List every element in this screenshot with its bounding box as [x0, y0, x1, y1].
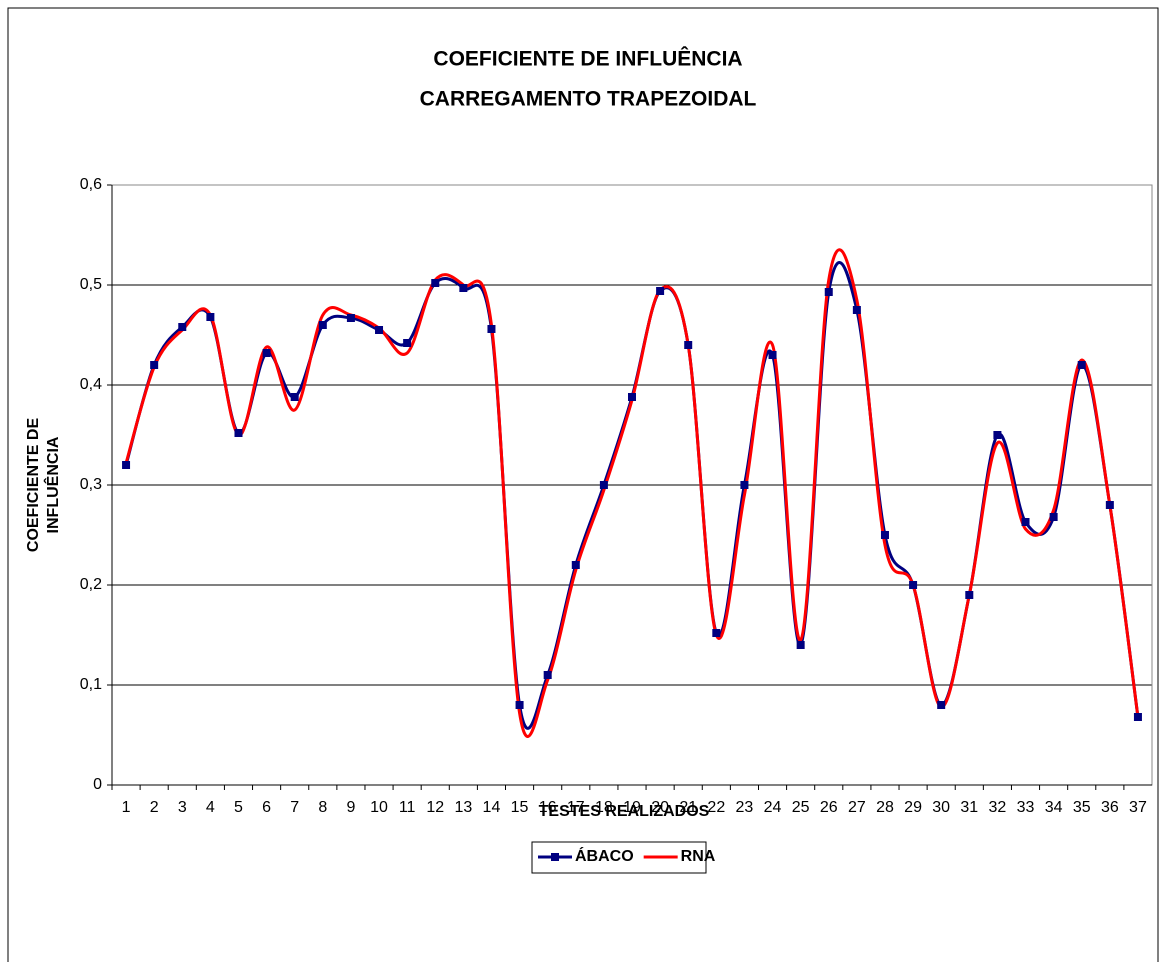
- x-tick-label: 18: [595, 799, 613, 816]
- marker: [318, 321, 327, 329]
- x-tick-label: 17: [567, 799, 585, 816]
- marker: [459, 284, 468, 292]
- marker: [403, 339, 412, 347]
- marker: [571, 561, 580, 569]
- legend-label: RNA: [681, 848, 716, 865]
- marker: [431, 279, 440, 287]
- y-axis-label-line: INFLUÊNCIA: [43, 436, 62, 533]
- x-tick-label: 26: [820, 799, 838, 816]
- y-axis-label: COEFICIENTE DE INFLUÊNCIA: [25, 418, 62, 553]
- marker: [909, 581, 918, 589]
- x-tick-label: 16: [539, 799, 557, 816]
- x-tick-label: 15: [511, 799, 529, 816]
- x-tick-label: 29: [904, 799, 922, 816]
- marker: [993, 431, 1002, 439]
- x-axis-label: TESTES REALIZADOS: [539, 803, 710, 820]
- y-tick-label: 0,6: [80, 176, 102, 193]
- y-tick-label: 0: [93, 776, 102, 793]
- x-tick-label: 8: [318, 799, 327, 816]
- x-tick-label: 2: [150, 799, 159, 816]
- x-tick-label: 10: [370, 799, 388, 816]
- x-tick-label: 20: [651, 799, 669, 816]
- marker: [206, 313, 215, 321]
- x-tick-label: 34: [1045, 799, 1063, 816]
- x-tick-label: 36: [1101, 799, 1119, 816]
- marker: [122, 461, 131, 469]
- y-tick-label: 0,5: [80, 276, 102, 293]
- marker: [1133, 713, 1142, 721]
- y-tick-label: 0,1: [80, 676, 102, 693]
- marker: [178, 323, 187, 331]
- x-tick-label: 21: [679, 799, 697, 816]
- marker: [543, 671, 552, 679]
- marker: [740, 481, 749, 489]
- marker: [712, 629, 721, 637]
- x-tick-label: 14: [483, 799, 501, 816]
- x-tick-label: 35: [1073, 799, 1091, 816]
- marker: [599, 481, 608, 489]
- marker: [515, 701, 524, 709]
- marker: [852, 306, 861, 314]
- x-tick-label: 24: [764, 799, 782, 816]
- x-tick-label: 3: [178, 799, 187, 816]
- y-tick-label: 0,2: [80, 576, 102, 593]
- y-tick-label: 0,4: [80, 376, 102, 393]
- x-tick-label: 32: [989, 799, 1007, 816]
- marker: [262, 349, 271, 357]
- marker: [628, 393, 636, 401]
- x-tick-label: 9: [346, 799, 355, 816]
- marker: [346, 314, 355, 322]
- marker: [880, 531, 889, 539]
- x-tick-label: 13: [454, 799, 472, 816]
- x-tick-label: 31: [960, 799, 978, 816]
- marker: [234, 429, 243, 437]
- marker: [656, 287, 665, 295]
- legend-label: ÁBACO: [575, 846, 634, 865]
- x-tick-label: 27: [848, 799, 866, 816]
- marker: [824, 288, 833, 296]
- marker: [487, 325, 496, 333]
- x-tick-label: 33: [1017, 799, 1035, 816]
- chart-subtitle: CARREGAMENTO TRAPEZOIDAL: [420, 88, 757, 111]
- marker: [684, 341, 693, 349]
- x-tick-label: 37: [1129, 799, 1147, 816]
- marker: [1105, 501, 1114, 509]
- marker: [375, 326, 384, 334]
- marker: [150, 361, 159, 369]
- x-tick-label: 25: [792, 799, 810, 816]
- y-axis-label-line: COEFICIENTE DE: [25, 418, 42, 553]
- marker: [965, 591, 974, 599]
- x-tick-label: 22: [707, 799, 725, 816]
- x-tick-label: 7: [290, 799, 299, 816]
- marker: [796, 641, 805, 649]
- x-tick-label: 19: [623, 799, 641, 816]
- chart-title: COEFICIENTE DE INFLUÊNCIA: [433, 47, 742, 71]
- marker: [1049, 513, 1058, 521]
- x-tick-label: 11: [399, 799, 416, 816]
- marker: [768, 351, 777, 359]
- marker: [1021, 518, 1030, 526]
- x-tick-label: 1: [122, 799, 131, 816]
- x-tick-label: 28: [876, 799, 894, 816]
- x-tick-label: 5: [234, 799, 243, 816]
- x-tick-label: 23: [736, 799, 754, 816]
- x-tick-label: 4: [206, 799, 215, 816]
- marker: [1077, 361, 1086, 369]
- x-tick-label: 6: [262, 799, 271, 816]
- marker: [937, 701, 946, 709]
- y-tick-label: 0,3: [80, 476, 102, 493]
- x-tick-label: 30: [932, 799, 950, 816]
- legend-marker: [551, 853, 559, 861]
- marker: [290, 393, 299, 401]
- x-tick-label: 12: [426, 799, 444, 816]
